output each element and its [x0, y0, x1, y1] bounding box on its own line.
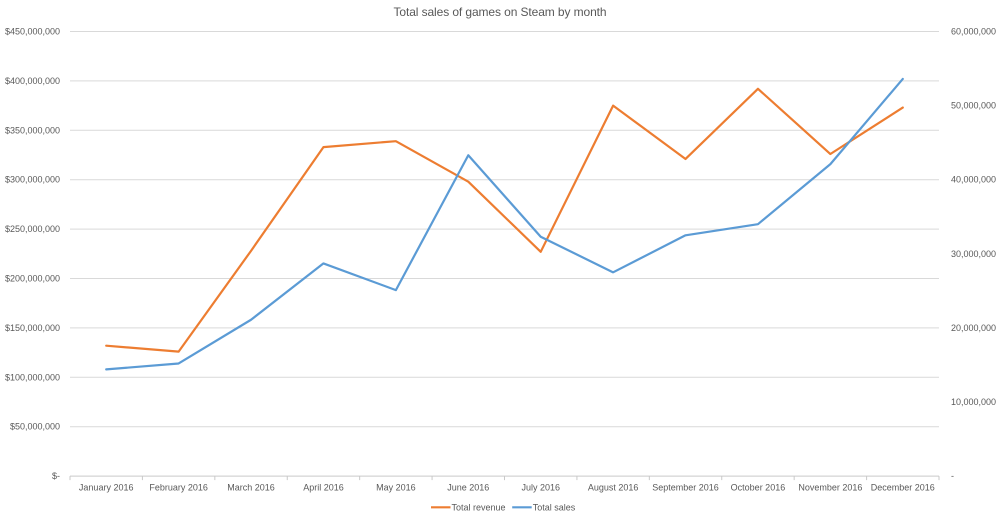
legend-label: Total revenue — [452, 502, 506, 512]
y-axis-left-label: $200,000,000 — [5, 274, 60, 284]
y-axis-left-label: $- — [52, 471, 60, 481]
x-axis-label: July 2016 — [521, 483, 560, 493]
y-axis-left-labels: $- $50,000,000 $100,000,000 $150,000,000 $20… — [5, 27, 60, 482]
x-axis-label: February 2016 — [149, 483, 208, 493]
legend-label: Total sales — [533, 502, 576, 512]
y-axis-right-label: 40,000,000 — [951, 175, 996, 185]
x-axis-label: December 2016 — [871, 483, 935, 493]
y-axis-left-label: $350,000,000 — [5, 125, 60, 135]
y-axis-left-label: $50,000,000 — [10, 422, 60, 432]
x-axis-label: August 2016 — [588, 483, 639, 493]
x-axis-label: April 2016 — [303, 483, 344, 493]
y-axis-right-labels: - 10,000,000 20,000,000 30,000,000 40,000,00… — [951, 27, 996, 482]
x-axis-label: March 2016 — [227, 483, 275, 493]
x-axis-label: June 2016 — [447, 483, 489, 493]
y-axis-left-label: $100,000,000 — [5, 372, 60, 382]
y-axis-left-label: $450,000,000 — [5, 27, 60, 37]
y-axis-right-label: 60,000,000 — [951, 27, 996, 37]
x-axis-label: January 2016 — [79, 483, 134, 493]
y-axis-right-label: 50,000,000 — [951, 101, 996, 111]
y-axis-left-label: $250,000,000 — [5, 224, 60, 234]
series-line-total-revenue[interactable] — [105, 87, 904, 353]
y-axis-left-label: $400,000,000 — [5, 76, 60, 86]
x-axis-label: September 2016 — [652, 483, 719, 493]
legend: Total revenue Total sales — [431, 502, 576, 512]
y-axis-left-label: $300,000,000 — [5, 175, 60, 185]
x-axis-label: November 2016 — [798, 483, 862, 493]
y-axis-right-label: 20,000,000 — [951, 323, 996, 333]
legend-item-total-sales[interactable]: Total sales — [512, 502, 576, 512]
x-axis-labels: January 2016 February 2016 March 2016 April… — [79, 483, 935, 493]
chart-title: Total sales of games on Steam by month — [393, 5, 607, 19]
legend-item-total-revenue[interactable]: Total revenue — [431, 502, 506, 512]
y-axis-left-label: $150,000,000 — [5, 323, 60, 333]
x-axis-label: October 2016 — [731, 483, 786, 493]
x-axis — [69, 475, 940, 481]
y-axis-right-label: - — [951, 471, 954, 481]
y-axis-right-label: 10,000,000 — [951, 397, 996, 407]
y-axis-right-label: 30,000,000 — [951, 249, 996, 259]
x-axis-label: May 2016 — [376, 483, 416, 493]
gridlines — [70, 31, 939, 428]
series-line-total-sales[interactable] — [105, 77, 904, 371]
